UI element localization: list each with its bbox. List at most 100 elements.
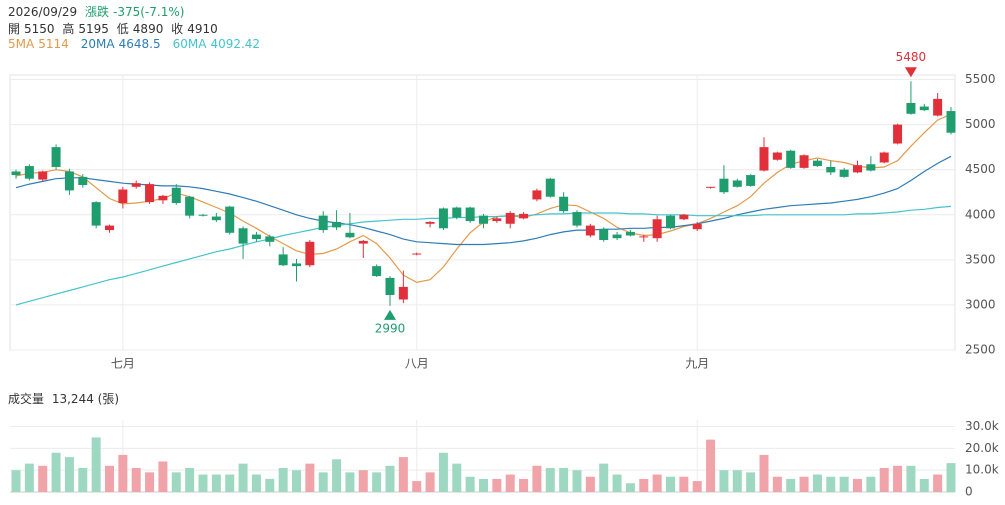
volume-bar [11, 470, 21, 492]
candle-body [839, 169, 849, 177]
volume-bar [519, 478, 529, 492]
candle-body [812, 160, 822, 167]
volume-bar [612, 474, 622, 492]
volume-bar [893, 465, 903, 492]
ma-name: 5MA [8, 37, 35, 51]
candle-body [492, 218, 502, 222]
volume-bar [545, 468, 555, 492]
candle-body [732, 180, 742, 187]
volume-bar [505, 474, 515, 492]
max-label: 5480 [896, 50, 927, 64]
candle-body [452, 207, 462, 218]
candle-body [318, 215, 328, 231]
volume-bar [158, 461, 168, 492]
y-tick-label: 4500 [965, 162, 996, 176]
volume-bar [38, 465, 48, 492]
volume-bar [919, 478, 929, 492]
candle-body [185, 196, 195, 216]
candle-body [158, 195, 168, 201]
ma-name: 20MA [80, 37, 115, 51]
ma-value: 4092.42 [210, 37, 261, 51]
v-tick-label: 30.0k [965, 419, 999, 433]
low-label: 低 [116, 22, 129, 36]
y-tick-label: 2500 [965, 343, 996, 357]
candle-body [746, 175, 756, 186]
y-tick-label: 5500 [965, 72, 996, 86]
x-tick-label: 七月 [111, 357, 135, 371]
candle-body [345, 232, 355, 238]
candle-body [332, 221, 342, 228]
volume-bar [746, 472, 756, 492]
volume-bar [492, 478, 502, 492]
high-label: 高 [62, 22, 75, 36]
y-tick-label: 3500 [965, 252, 996, 266]
volume-bar [532, 465, 542, 492]
candle-body [412, 253, 422, 255]
open-label: 開 [8, 22, 21, 36]
open-value: 5150 [24, 22, 55, 36]
x-tick-label: 八月 [405, 357, 429, 371]
ma-legend: 5MA 5114 20MA 4648.5 60MA 4092.42 [8, 37, 272, 51]
volume-bar [625, 483, 635, 492]
volume-bar [51, 452, 61, 492]
volume-bar [145, 472, 155, 492]
volume-bar [372, 472, 382, 492]
v-tick-label: 10.0k [965, 463, 999, 477]
candle-body [198, 214, 208, 216]
volume-bar [318, 472, 328, 492]
ohlc-row: 開 5150 高 5195 低 4890 收 4910 [8, 20, 222, 37]
volume-bar [679, 476, 689, 492]
candle-body [799, 155, 809, 168]
volume-bar [839, 476, 849, 492]
candle-body [438, 208, 448, 229]
volume-bar [265, 478, 275, 492]
volume-bar [585, 476, 595, 492]
volume-bar [332, 459, 342, 492]
candle-body [639, 236, 649, 238]
volume-label: 成交量 [8, 392, 45, 406]
candle-body [211, 216, 221, 221]
min-marker [384, 309, 396, 320]
max-marker [904, 67, 917, 78]
candle-body [251, 234, 261, 240]
candle-body [879, 152, 889, 163]
volume-bar [946, 463, 956, 492]
volume-bar [559, 468, 569, 492]
volume-bar [118, 454, 128, 492]
min-label: 2990 [375, 321, 406, 335]
candle-body [105, 225, 114, 231]
candle-body [572, 212, 582, 226]
candle-body [24, 166, 34, 179]
candle-body [398, 286, 408, 300]
candle-body [91, 202, 101, 226]
volume-bar [706, 439, 716, 492]
volume-bar [211, 474, 221, 492]
candle-body [599, 229, 609, 240]
candle-body [532, 190, 542, 200]
volume-bar [198, 474, 208, 492]
volume-text: 13,244 (張) [51, 392, 120, 406]
candle-body [465, 207, 475, 222]
candle-body [719, 178, 729, 193]
volume-bar [572, 470, 582, 492]
y-tick-label: 3000 [965, 297, 996, 311]
volume-bar [278, 468, 288, 492]
volume-bar [91, 437, 101, 492]
ma-line [15, 113, 952, 284]
candle-body [265, 236, 275, 242]
candle-body [385, 277, 395, 295]
candle-body [893, 124, 903, 144]
candle-body [225, 206, 235, 233]
candle-body [585, 225, 595, 236]
candle-body [38, 171, 48, 180]
candle-body [559, 196, 569, 212]
candle-body [545, 178, 555, 197]
candle-body [853, 165, 862, 173]
volume-bar [799, 476, 809, 492]
v-tick-label: 0 [965, 485, 973, 499]
candle-body [64, 171, 74, 191]
volume-bar [78, 468, 88, 492]
volume-bar [906, 465, 916, 492]
candle-body [131, 183, 141, 187]
